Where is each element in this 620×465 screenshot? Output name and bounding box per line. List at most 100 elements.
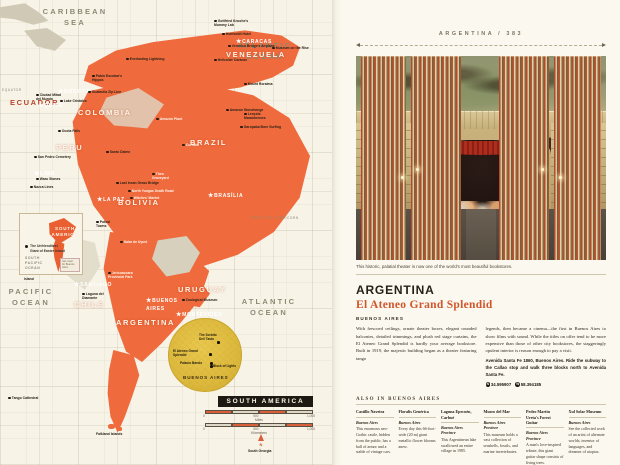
poi-label: Waru Stones [36, 177, 60, 181]
also-item-desc: This museum holds a vast collection of s… [483, 431, 518, 454]
country-label-uruguay: URUGUAY [178, 285, 227, 294]
scale-ticks-miles: 0 500 1,000 [203, 414, 315, 418]
also-item-rule [483, 416, 521, 418]
list-item[interactable]: Pedro Martin Ureta's Forest Guitar Bueno… [526, 409, 564, 465]
latitude-icon: N [485, 382, 491, 387]
photo-bookshelf [361, 56, 406, 260]
country-label-brazil: BRAZIL [190, 138, 228, 147]
page-gutter [332, 0, 342, 465]
also-item-name: Museo del Mar [483, 409, 511, 415]
list-item[interactable]: Laguna Epecuén, Carhué Buenos Aires Prov… [441, 409, 479, 465]
capital-brasilia: ★BRASÍLIA [208, 193, 244, 199]
also-item-city: Buenos Aires [568, 419, 591, 425]
poi-label: Helicoide Caracas [214, 58, 247, 62]
poi-label: San Pedro Cemetery [34, 155, 71, 159]
list-item[interactable]: Floralis Genérica Buenos Aires Every day… [398, 409, 436, 465]
poi-label: Ocota Falls [58, 129, 80, 133]
also-item-desc: This enormous neo-Gothic castle, hidden … [356, 426, 391, 455]
country-label-argentina: ARGENTINA [116, 318, 175, 327]
poi-label: Santo Daime [106, 150, 130, 154]
inset-mini-note: See inset for Buenos Aires [60, 258, 80, 272]
poi-label: Tango Cathedral [8, 396, 38, 400]
poi-label: Last Incan Grass Bridge [116, 181, 159, 185]
scale-bar-km [205, 423, 313, 427]
poi-label: Ciudad Mitad del Mundo [36, 93, 62, 102]
rule-dashed-line [360, 44, 602, 46]
photo-bookshelf [498, 56, 549, 260]
rule-cap-right-icon [602, 43, 606, 47]
also-item-rule [356, 416, 394, 418]
longitude-icon: W [515, 382, 520, 387]
map-title: SOUTH AMERICA [218, 396, 313, 407]
ba-inset-label: BUENOS AIRES [183, 375, 229, 380]
country-label-bolivia: BOLIVIA [118, 198, 160, 207]
also-rule [356, 404, 606, 406]
tropic-capricorn-label: TROPIC OF CAPRICORN [250, 216, 299, 220]
scale-tick: 0 [203, 414, 205, 418]
also-item-desc: This Argentinean lake swallowed an entir… [441, 436, 477, 454]
map-page: CARIBBEAN SEA ATLANTIC OCEAN PACIFIC OCE… [0, 0, 332, 465]
equator-label: EQUATOR [2, 88, 22, 92]
body-column-right: legends, then became a cinema—the first … [485, 325, 607, 389]
list-item[interactable]: Castillo Naveira Buenos Aires This enorm… [356, 409, 394, 465]
also-item-city: Buenos Aires Province [526, 430, 548, 441]
poi-label: Gottfried Knoche's Mummy Lab [214, 19, 249, 28]
scale-unit-miles: Miles [255, 418, 263, 422]
list-item[interactable]: Xul Solar Museum Buenos Aires See the co… [568, 409, 606, 465]
country-label-venezuela: VENEZUELA [226, 50, 286, 59]
ba-poi-sorbito: The Sorbito Dell Tasto [199, 333, 217, 341]
also-item-rule [441, 422, 479, 424]
capital-caracas: ★CARACAS [236, 39, 272, 45]
ocean-label: PACIFIC OCEAN [8, 287, 54, 308]
body-paragraph: With frescoed ceilings, ornate theater b… [356, 326, 477, 361]
also-item-rule [568, 416, 606, 418]
photo-lamp-icon [558, 176, 562, 180]
poi-label: Veronica Bridge's Airplane [228, 44, 275, 48]
coordinates: N 34.595907 W 58.394185 [485, 381, 607, 389]
ocean-label: ATLANTIC OCEAN [241, 297, 297, 318]
scale-bar-miles [205, 410, 313, 414]
photo-caption: This historic, palatial theater is now o… [356, 264, 513, 269]
also-in-list: Castillo Naveira Buenos Aires This enorm… [356, 409, 606, 465]
also-item-city: Buenos Aires Province [483, 419, 506, 431]
poi-label: Garopaba Bore Surfing [240, 125, 281, 129]
scale-ticks-km: 0 500 1,000 [203, 427, 315, 431]
poi-label: Lake Cristales [60, 99, 87, 103]
ocean-label: ATLANTIC OCEAN [237, 41, 293, 62]
ocean-label: CARIBBEAN SEA [42, 7, 108, 28]
country-label-chile: CHILE [74, 300, 105, 309]
inset-ocean-label: SOUTH PACIFIC OCEAN [25, 256, 43, 271]
article-page: ARGENTINA / 383 [342, 0, 620, 465]
poi-label: Museum on the Rise [272, 46, 309, 50]
photo-aisle [466, 209, 496, 260]
capital-lima: ★LIMA [34, 171, 56, 177]
poi-label: Amazon Plant [156, 117, 182, 121]
also-item-rule [398, 416, 436, 418]
ba-poi-block-of-lights: Block of Lights [213, 364, 237, 368]
photo-lamp-icon [416, 168, 419, 172]
running-head: ARGENTINA / 383 [438, 31, 524, 37]
scale-tick: 0 [203, 427, 205, 431]
article-body: With frescoed ceilings, ornate theater b… [356, 325, 606, 388]
poi-label: Salar de Uyuni [120, 240, 147, 244]
poi-label: Pablo Escobar's Hippos [92, 74, 123, 83]
capital-bogota: ★BOGOTÁ [58, 89, 91, 95]
poi-label: Curitiba [182, 143, 199, 147]
list-item[interactable]: Museo del Mar Buenos Aires Province This… [483, 409, 521, 465]
photo-lamp-icon [401, 176, 404, 180]
caption-rule [356, 274, 606, 276]
poi-label: North Yungas Death Road [128, 189, 174, 193]
photo-lamp-icon [541, 168, 544, 172]
also-item-desc: Every day this 66-foot-wide (20 m) giant… [398, 426, 436, 449]
poi-label: Potosí Towns [96, 220, 111, 229]
scale-tick: 500 [253, 427, 259, 431]
scale-tick: 1,000 [307, 414, 315, 418]
poi-label: Humboldt Hotel [222, 32, 251, 36]
poi-label: Zoological Museum [182, 298, 217, 302]
also-in-heading: ALSO IN BUENOS AIRES [356, 397, 441, 403]
latitude-value: 34.595907 [490, 381, 512, 387]
poi-label: Nazca Lines [30, 185, 53, 189]
map-scale: 0 500 1,000 Miles 0 500 1,000 Kilometers [203, 410, 325, 435]
poi-label: Mount Roraima [244, 82, 272, 86]
capital-quito: ★QUITO [38, 103, 64, 109]
